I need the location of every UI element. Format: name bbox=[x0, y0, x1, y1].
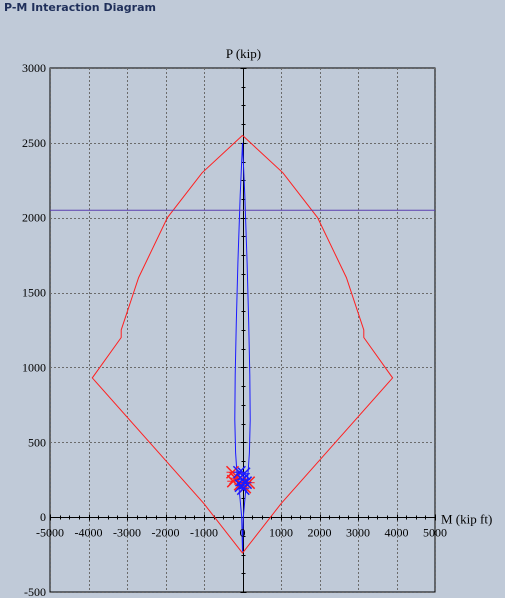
y-tick-label: 2500 bbox=[22, 136, 46, 150]
x-tick-label: -5000 bbox=[36, 526, 64, 540]
x-tick-label: -2000 bbox=[152, 526, 180, 540]
window-title: P-M Interaction Diagram bbox=[4, 1, 156, 14]
x-tick-label: -1000 bbox=[190, 526, 218, 540]
x-tick-label: 3000 bbox=[346, 526, 370, 540]
blue-marker bbox=[236, 482, 250, 496]
y-tick-label: -500 bbox=[24, 585, 46, 598]
y-tick-label: 0 bbox=[40, 510, 46, 524]
y-tick-label: 500 bbox=[28, 435, 46, 449]
x-tick-label: -4000 bbox=[75, 526, 103, 540]
x-tick-label: 5000 bbox=[423, 526, 447, 540]
x-tick-label: -3000 bbox=[113, 526, 141, 540]
y-tick-label: 2000 bbox=[22, 211, 46, 225]
x-tick-label: 2000 bbox=[308, 526, 332, 540]
series-line-2 bbox=[234, 142, 251, 552]
x-tick-label: 4000 bbox=[385, 526, 409, 540]
y-axis-title: P (kip) bbox=[226, 46, 261, 61]
x-tick-label: 0 bbox=[240, 526, 246, 540]
series-line-1 bbox=[91, 135, 394, 554]
marker-layer bbox=[225, 465, 256, 496]
y-tick-label: 1000 bbox=[22, 360, 46, 374]
x-tick-label: 1000 bbox=[269, 526, 293, 540]
y-tick-label: 1500 bbox=[22, 286, 46, 300]
series-layer bbox=[50, 135, 435, 554]
tick-labels: -5000 -4000 -3000 -2000 -1000 0 1000 2000 3000 40… bbox=[22, 61, 447, 598]
y-tick-label: 3000 bbox=[22, 61, 46, 75]
x-axis-title: M (kip ft) bbox=[441, 512, 492, 527]
axes bbox=[50, 68, 436, 593]
